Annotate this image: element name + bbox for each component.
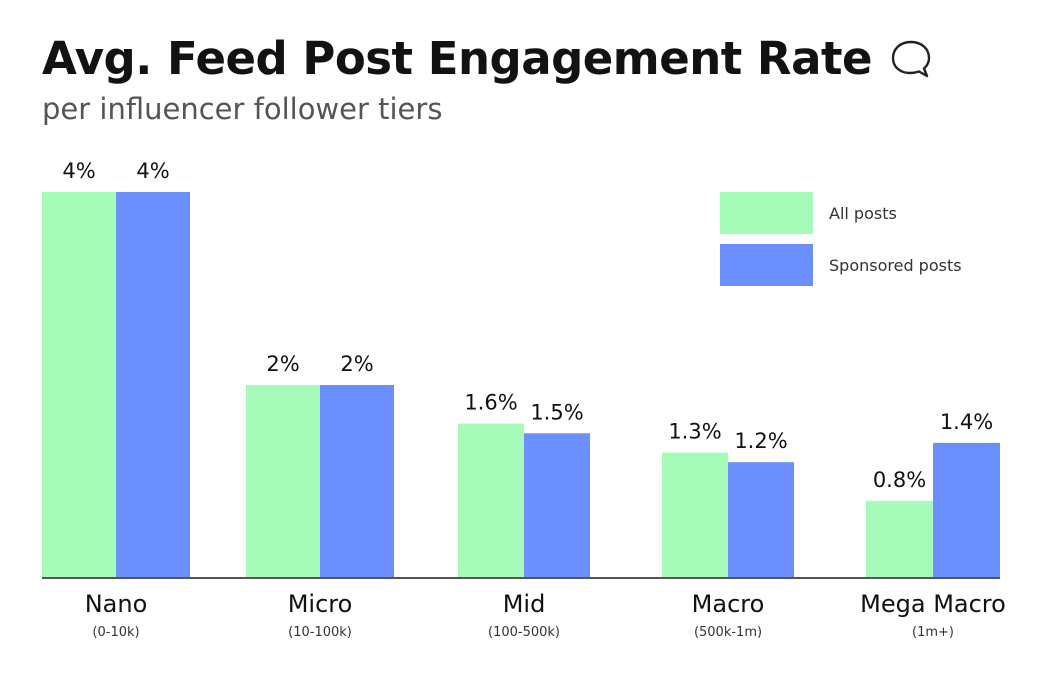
legend-label-sponsored-posts: Sponsored posts [829,255,962,275]
x-tick-label: Nano [85,590,148,618]
x-tick-sublabel: (500k-1m) [694,625,762,640]
bar-sponsored-nano [116,192,190,578]
bar-all-posts-mega-macro [866,500,933,578]
legend-swatch-all-posts [720,192,813,234]
data-label: 0.8% [873,468,926,492]
data-label: 1.2% [734,429,787,453]
chart-subtitle: per influencer follower tiers [42,92,443,126]
data-label: 1.5% [530,400,583,424]
data-label: 2% [340,352,373,376]
bar-all-posts-nano [42,192,116,578]
title-row: Avg. Feed Post Engagement Rate [42,32,932,85]
legend: All posts Sponsored posts [720,192,962,296]
bar-all-posts-mid [458,423,524,578]
bar-all-posts-macro [662,452,728,578]
data-label: 4% [62,159,95,183]
x-tick-sublabel: (10-100k) [288,625,352,640]
data-label: 4% [136,159,169,183]
data-label: 2% [266,352,299,376]
chart-title: Avg. Feed Post Engagement Rate [42,32,872,85]
bar-sponsored-micro [320,385,394,578]
bar-all-posts-micro [246,385,320,578]
x-tick-sublabel: (0-10k) [92,625,139,640]
legend-item-all-posts: All posts [720,192,962,234]
speech-bubble-icon [891,40,931,77]
legend-label-all-posts: All posts [829,203,897,223]
legend-swatch-sponsored-posts [720,244,813,286]
bar-sponsored-mega-macro [933,442,1000,578]
bar-sponsored-macro [728,462,794,578]
data-label: 1.3% [668,420,721,444]
data-label: 1.6% [464,391,517,415]
x-tick-sublabel: (100-500k) [488,625,560,640]
x-tick-label: Micro [288,590,353,618]
data-label: 1.4% [940,410,993,434]
bar-sponsored-mid [524,433,590,578]
x-tick-label: Mid [503,590,546,618]
x-tick-label: Mega Macro [860,590,1006,618]
x-tick-sublabel: (1m+) [912,625,954,640]
legend-item-sponsored-posts: Sponsored posts [720,244,962,286]
x-tick-label: Macro [692,590,765,618]
